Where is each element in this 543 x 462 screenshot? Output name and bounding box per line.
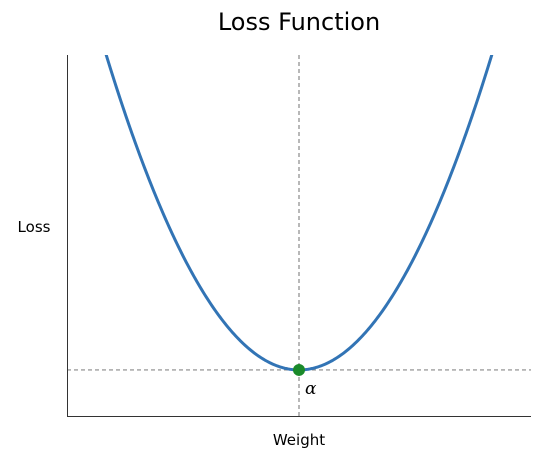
point-layer: α — [293, 363, 317, 399]
chart-title: Loss Function — [218, 8, 380, 36]
minimum-point-marker — [293, 363, 305, 376]
minimum-point-label: α — [305, 379, 317, 399]
reference-lines — [67, 55, 531, 417]
plot-area: α — [67, 55, 531, 417]
y-axis-label: Loss — [18, 218, 51, 236]
x-axis-label: Weight — [273, 431, 325, 449]
